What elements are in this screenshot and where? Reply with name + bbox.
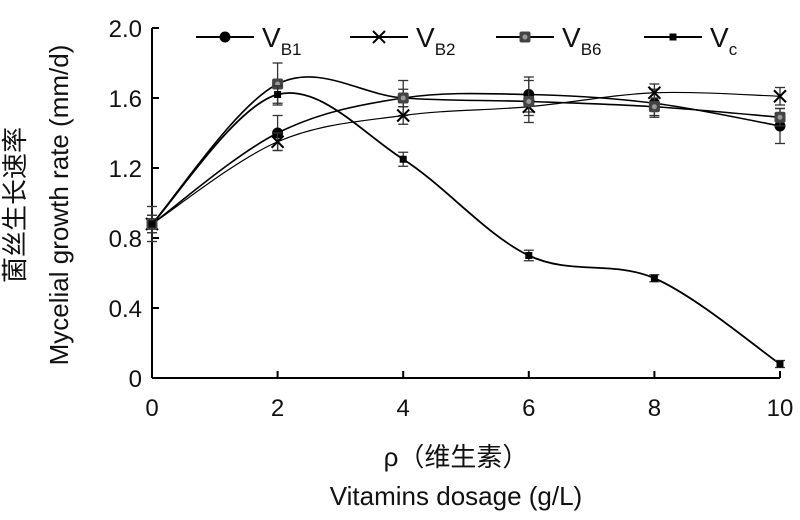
legend-marker (219, 31, 231, 43)
legend-label: VB2 (416, 22, 455, 59)
data-point-shape (777, 114, 783, 120)
legend: VB1 VB2 VB6 Vc (196, 22, 738, 59)
x-tick-label: 10 (767, 395, 794, 422)
data-point-stroke (270, 135, 285, 149)
legend-label-sub: B2 (435, 40, 456, 59)
series-vb6 (146, 62, 786, 234)
legend-marker-shape (522, 34, 528, 40)
x-axis-label-cn: ρ（维生素） (384, 442, 529, 472)
legend-label-sub: B6 (581, 40, 602, 59)
legend-item-vb1: VB1 (196, 22, 301, 59)
legend-label: VB6 (562, 22, 601, 59)
legend-item-vb2: VB2 (350, 22, 455, 59)
legend-label-sub: c (729, 40, 738, 59)
legend-label: Vc (710, 22, 738, 59)
data-point (650, 274, 658, 282)
data-point-shape (526, 99, 532, 104)
legend-label-main: V (262, 22, 281, 53)
data-point (396, 108, 410, 123)
legend-label-main: V (710, 22, 729, 53)
y-axis-label: Mycelial growth rate (mm/d) (44, 45, 74, 366)
series-layer (145, 62, 787, 369)
axes: 0 0.4 0.8 1.2 1.6 2.0 0 2 4 6 8 10 (109, 16, 794, 422)
series-vb1 (146, 76, 786, 243)
legend-item-vc: Vc (644, 22, 738, 59)
series-line (151, 92, 781, 225)
data-point (399, 155, 407, 163)
y-tick-label: 0 (129, 366, 142, 393)
data-point-stroke (773, 89, 787, 103)
data-point (270, 135, 285, 149)
y-tick-label: 2.0 (109, 16, 142, 43)
data-point (647, 86, 662, 100)
legend-label-sub: B1 (281, 40, 302, 59)
data-point-stroke (647, 86, 662, 100)
data-point (148, 220, 156, 228)
legend-marker (519, 31, 531, 43)
series-line (151, 76, 781, 225)
series-line (151, 91, 781, 225)
y-tick-label: 1.2 (109, 156, 142, 183)
y-tick-label: 0.8 (109, 226, 142, 253)
legend-label-main: V (416, 22, 435, 53)
y-tick-label: 0.4 (109, 296, 142, 323)
legend-marker-stroke (372, 30, 386, 44)
data-point (773, 89, 787, 103)
x-tick-label: 2 (271, 395, 284, 422)
data-point (774, 111, 786, 123)
data-point (776, 360, 784, 368)
legend-item-vb6: VB6 (496, 22, 601, 59)
x-tick-label: 4 (397, 395, 410, 422)
data-point-stroke (396, 108, 410, 123)
y-tick-label: 1.6 (109, 86, 142, 113)
data-point (274, 91, 282, 98)
legend-label: VB1 (262, 22, 301, 59)
x-tick-label: 0 (145, 395, 158, 422)
data-point (397, 92, 409, 104)
x-axis-label: Vitamins dosage (g/L) (330, 481, 582, 511)
series-line (151, 92, 781, 365)
legend-marker (669, 33, 677, 41)
legend-marker (372, 30, 386, 44)
data-point-shape (651, 104, 657, 110)
series-vc (147, 85, 785, 369)
data-point (523, 96, 535, 107)
data-point (648, 101, 660, 113)
y-axis-label-cn: 菌丝生长速率 (0, 127, 30, 283)
x-tick-label: 6 (522, 395, 535, 422)
x-tick-label: 8 (648, 395, 661, 422)
data-point (525, 252, 533, 259)
data-point-shape (400, 95, 406, 101)
legend-label-main: V (562, 22, 581, 53)
